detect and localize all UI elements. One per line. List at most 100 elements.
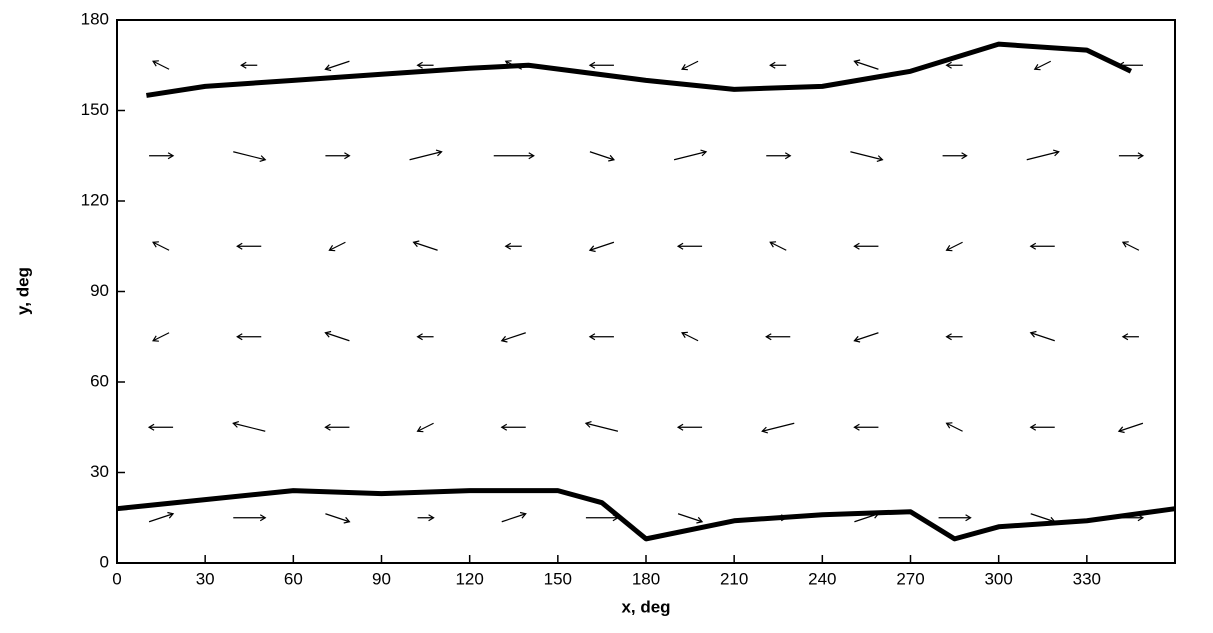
vector: [1030, 332, 1055, 342]
vector-head: [945, 422, 953, 429]
vector: [501, 332, 526, 342]
vector: [148, 513, 174, 523]
vector: [417, 422, 434, 432]
vector: [1034, 60, 1052, 70]
vector-head: [1029, 242, 1037, 250]
vector-head: [784, 152, 792, 160]
vector-head: [1117, 426, 1125, 434]
vector-head: [500, 423, 508, 431]
vector: [762, 422, 795, 432]
vector: [673, 151, 707, 161]
vector: [325, 513, 350, 523]
vector: [1122, 241, 1140, 251]
vector-head: [259, 155, 267, 163]
y-axis-label: y, deg: [13, 267, 32, 315]
vector-head: [1033, 64, 1041, 71]
vector-head: [416, 61, 423, 69]
vector-head: [412, 240, 420, 248]
vector: [325, 60, 350, 70]
vector: [681, 332, 699, 342]
vector-head: [1137, 152, 1145, 160]
vector: [1026, 151, 1059, 161]
coastline: [146, 41, 1132, 98]
vector-head: [945, 245, 953, 252]
vector: [501, 513, 526, 523]
vector-head: [676, 423, 684, 431]
vector-head: [416, 426, 424, 433]
vector-head: [876, 155, 884, 163]
vector-head: [259, 514, 267, 522]
vector: [854, 332, 879, 342]
vector: [152, 241, 170, 251]
y-tick-label: 60: [90, 371, 109, 390]
x-tick-label: 60: [284, 569, 303, 588]
vector: [152, 60, 170, 70]
vector-head: [152, 241, 159, 248]
vector-head: [344, 152, 351, 160]
vector: [854, 60, 879, 70]
plot-frame: [116, 19, 1176, 564]
vector-head: [232, 420, 240, 428]
vector-head: [676, 242, 684, 250]
vector-head: [152, 60, 159, 67]
vector-head: [1121, 241, 1129, 248]
coastline: [116, 488, 1176, 542]
y-tick-label: 120: [81, 190, 109, 209]
vector-head: [965, 514, 972, 522]
vector-head: [853, 242, 860, 250]
vector: [1118, 422, 1144, 432]
vector-head: [961, 152, 968, 160]
vector-head: [681, 64, 688, 71]
y-tick-label: 0: [100, 552, 109, 571]
vector: [409, 151, 442, 161]
vector-head: [167, 511, 175, 519]
vector: [233, 151, 266, 161]
vector-head: [608, 154, 616, 162]
vector: [233, 422, 266, 432]
x-axis-label: x, deg: [621, 597, 670, 616]
vector: [681, 60, 699, 70]
vector-head: [519, 511, 527, 519]
vector: [325, 332, 350, 342]
vector: [329, 241, 346, 251]
vector: [585, 422, 619, 432]
vector-head: [324, 64, 332, 72]
y-tick-label: 150: [81, 100, 109, 119]
vector-head: [528, 152, 535, 160]
vector-head: [588, 61, 596, 69]
vector-head: [236, 242, 243, 250]
x-tick-label: 270: [896, 569, 924, 588]
vector-head: [328, 245, 336, 252]
vector: [413, 241, 438, 251]
vector-head: [435, 149, 443, 157]
vector-head: [152, 335, 159, 342]
vector: [850, 151, 883, 161]
y-tick-label: 30: [90, 462, 109, 481]
vector-head: [1029, 423, 1037, 431]
vector-head: [1052, 149, 1060, 157]
y-tick-label: 180: [81, 9, 109, 28]
vector: [769, 241, 787, 251]
vector-head: [236, 333, 243, 341]
vector-head: [945, 333, 952, 341]
vector-head: [416, 333, 423, 341]
vector-head: [696, 516, 704, 524]
vector-head: [1029, 330, 1037, 338]
vector-head: [769, 241, 777, 248]
vector-head: [147, 423, 155, 431]
vector-head: [324, 330, 332, 338]
vector: [589, 151, 615, 161]
vector: [152, 332, 170, 342]
vector-head: [853, 423, 860, 431]
x-tick-label: 30: [196, 569, 215, 588]
vector-head: [588, 333, 596, 341]
y-tick-label: 90: [90, 281, 109, 300]
x-tick-label: 90: [372, 569, 391, 588]
vector-head: [588, 245, 596, 253]
vector: [677, 513, 703, 523]
x-tick-label: 240: [808, 569, 836, 588]
x-tick-label: 330: [1073, 569, 1101, 588]
x-tick-label: 300: [984, 569, 1012, 588]
vector-head: [240, 61, 247, 69]
